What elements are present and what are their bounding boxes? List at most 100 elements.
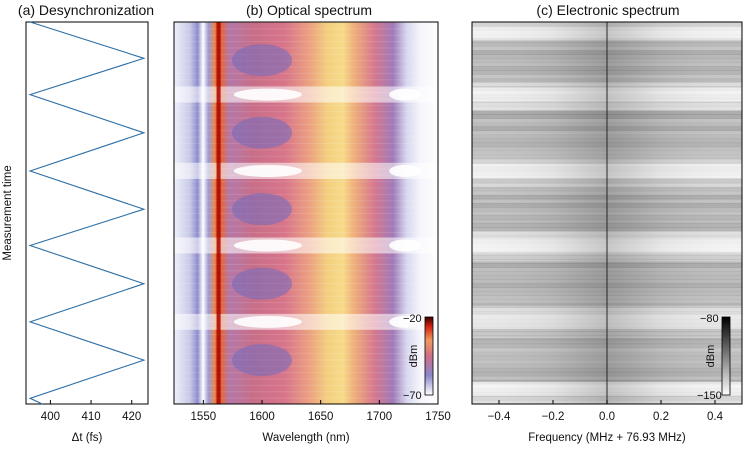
optical-core — [232, 267, 292, 300]
panel-b-xtick-label: 1550 — [191, 411, 217, 423]
optical-stripe — [174, 302, 438, 304]
optical-stripe — [174, 66, 438, 68]
optical-low-band — [174, 162, 438, 179]
optical-stripe — [174, 276, 438, 278]
panel-c-title: (c) Electronic spectrum — [536, 2, 679, 18]
optical-low-band — [174, 313, 438, 330]
panel-a-frame — [25, 21, 149, 405]
optical-stripe — [174, 136, 438, 138]
optical-stripe — [174, 193, 438, 195]
panel-a-xtick-label: 420 — [122, 411, 141, 423]
optical-notch — [389, 88, 422, 101]
optical-stripe — [174, 283, 438, 285]
optical-core — [232, 44, 292, 77]
optical-notch — [389, 239, 422, 252]
optical-notch — [233, 239, 302, 252]
optical-stripe — [174, 111, 438, 113]
optical-stripe — [174, 378, 438, 380]
optical-stripe — [174, 391, 438, 393]
panel-b-xtick-label: 1750 — [425, 411, 451, 423]
optical-stripe — [174, 372, 438, 374]
panel-b-xtick-label: 1650 — [308, 411, 334, 423]
panel-b-xlabel: Wavelength (nm) — [262, 432, 349, 444]
optical-core — [232, 116, 292, 149]
panel-c-xtick-label: −0.2 — [542, 411, 565, 423]
optical-colorbar-label: dBm — [408, 345, 420, 368]
panel-a-xtick-label: 400 — [41, 411, 60, 423]
optical-stripe — [174, 359, 438, 361]
optical-stripe — [174, 60, 438, 62]
optical-stripe — [174, 295, 438, 297]
optical-notch — [233, 88, 302, 101]
panel-c-xtick-label: 0.4 — [707, 411, 724, 423]
panel-a: 400 410 420 Measurement time Δt (fs) — [2, 21, 149, 444]
optical-stripe — [174, 270, 438, 272]
panel-b-frame — [173, 21, 439, 405]
desynchronization-line — [28, 21, 146, 405]
optical-stripe — [174, 206, 438, 208]
optical-low-band — [174, 237, 438, 254]
optical-low-band — [174, 86, 438, 103]
optical-notch — [389, 315, 422, 328]
optical-peak-line — [216, 22, 221, 404]
optical-stripe — [174, 353, 438, 355]
panel-c-xlabel: Frequency (MHz + 76.93 MHz) — [528, 432, 686, 444]
optical-stripe — [174, 162, 438, 164]
optical-core — [232, 193, 292, 226]
optical-stripe — [174, 181, 438, 183]
electronic-colorbar-min: −150 — [697, 390, 722, 402]
optical-stripe — [174, 117, 438, 119]
panel-c-xtick-label: −0.4 — [488, 411, 511, 423]
optical-stripe — [174, 53, 438, 55]
electronic-colorbar-max: −80 — [700, 313, 719, 325]
optical-stripe — [174, 225, 438, 227]
optical-stripe — [174, 142, 438, 144]
optical-stripe — [174, 123, 438, 125]
optical-stripe — [174, 340, 438, 342]
optical-stripe — [174, 219, 438, 221]
electronic-colorbar-label: dBm — [705, 345, 717, 368]
optical-stripe — [174, 232, 438, 234]
optical-stripe — [174, 34, 438, 36]
optical-stripe — [174, 130, 438, 132]
optical-stripe — [174, 213, 438, 214]
optical-notch — [233, 164, 302, 177]
panel-c-xtick-label: 0.0 — [599, 411, 615, 423]
optical-stripe — [174, 257, 438, 259]
panel-c: −0.4 −0.2 0.0 0.2 0.4 Frequency (MHz + 76.93… — [471, 21, 743, 444]
optical-stripe — [174, 187, 438, 189]
optical-colorbar-min: −70 — [403, 390, 422, 402]
optical-stripe — [174, 200, 438, 202]
optical-stripe — [174, 47, 438, 49]
panel-a-xlabel: Δt (fs) — [72, 432, 103, 444]
optical-stripe — [174, 308, 438, 310]
optical-stripe — [174, 85, 438, 87]
panel-b-xtick-label: 1600 — [249, 411, 275, 423]
optical-stripe — [174, 41, 438, 43]
panel-a-xtick-label: 410 — [81, 411, 100, 423]
panel-a-ylabel: Measurement time — [2, 165, 14, 260]
optical-stripe — [174, 384, 438, 386]
optical-stripe — [174, 365, 438, 367]
optical-core — [232, 344, 292, 377]
panel-c-xtick-label: 0.2 — [653, 411, 669, 423]
panel-b-xtick-label: 1700 — [367, 411, 393, 423]
optical-notch — [389, 164, 422, 177]
optical-stripe — [174, 263, 438, 265]
panel-b-title: (b) Optical spectrum — [246, 2, 372, 18]
optical-stripe — [174, 149, 438, 151]
panel-a-title: (a) Desynchronization — [18, 2, 154, 18]
optical-stripe — [174, 104, 438, 106]
optical-stripe — [174, 72, 438, 74]
optical-colorbar — [424, 316, 434, 396]
optical-stripe — [174, 333, 438, 335]
electronic-colorbar — [721, 316, 731, 396]
optical-stripe — [174, 155, 438, 157]
optical-stripe — [174, 346, 438, 348]
panel-b: 1550 1600 1650 1700 1750 Wavelength (nm) −20… — [173, 21, 451, 444]
optical-colorbar-max: −20 — [403, 313, 422, 325]
optical-stripe — [174, 28, 438, 30]
optical-stripe — [174, 79, 438, 81]
optical-notch — [233, 315, 302, 328]
